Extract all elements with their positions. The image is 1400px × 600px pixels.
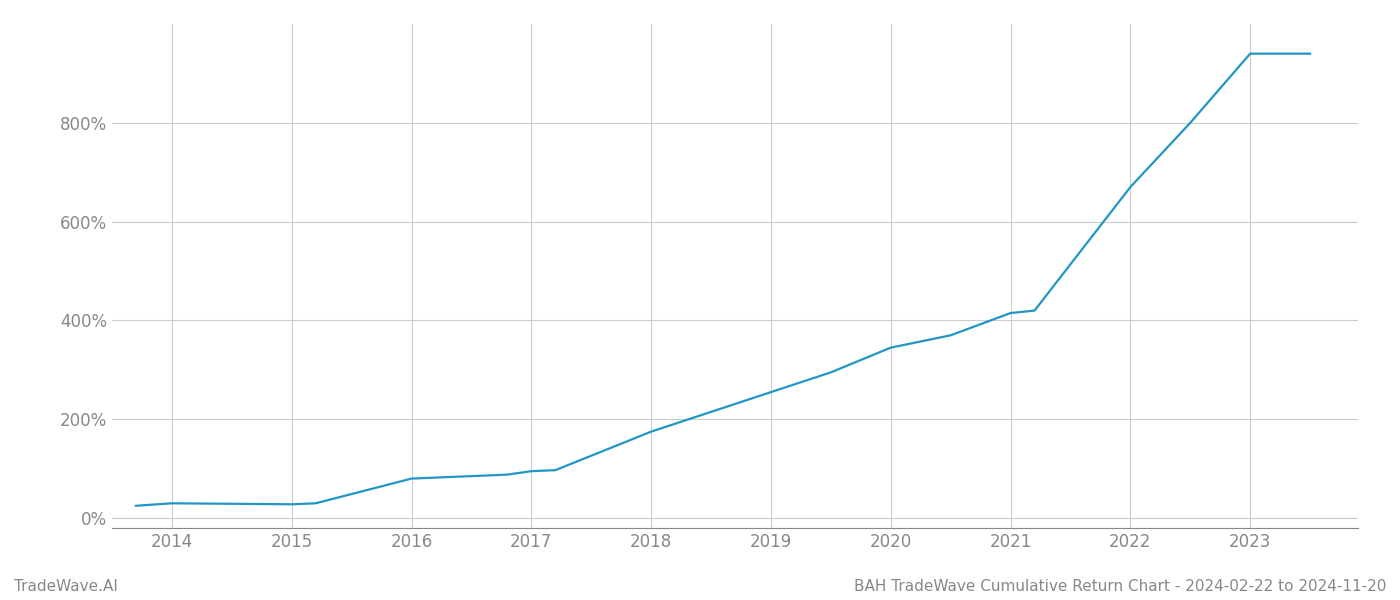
Text: BAH TradeWave Cumulative Return Chart - 2024-02-22 to 2024-11-20: BAH TradeWave Cumulative Return Chart - … (854, 579, 1386, 594)
Text: TradeWave.AI: TradeWave.AI (14, 579, 118, 594)
